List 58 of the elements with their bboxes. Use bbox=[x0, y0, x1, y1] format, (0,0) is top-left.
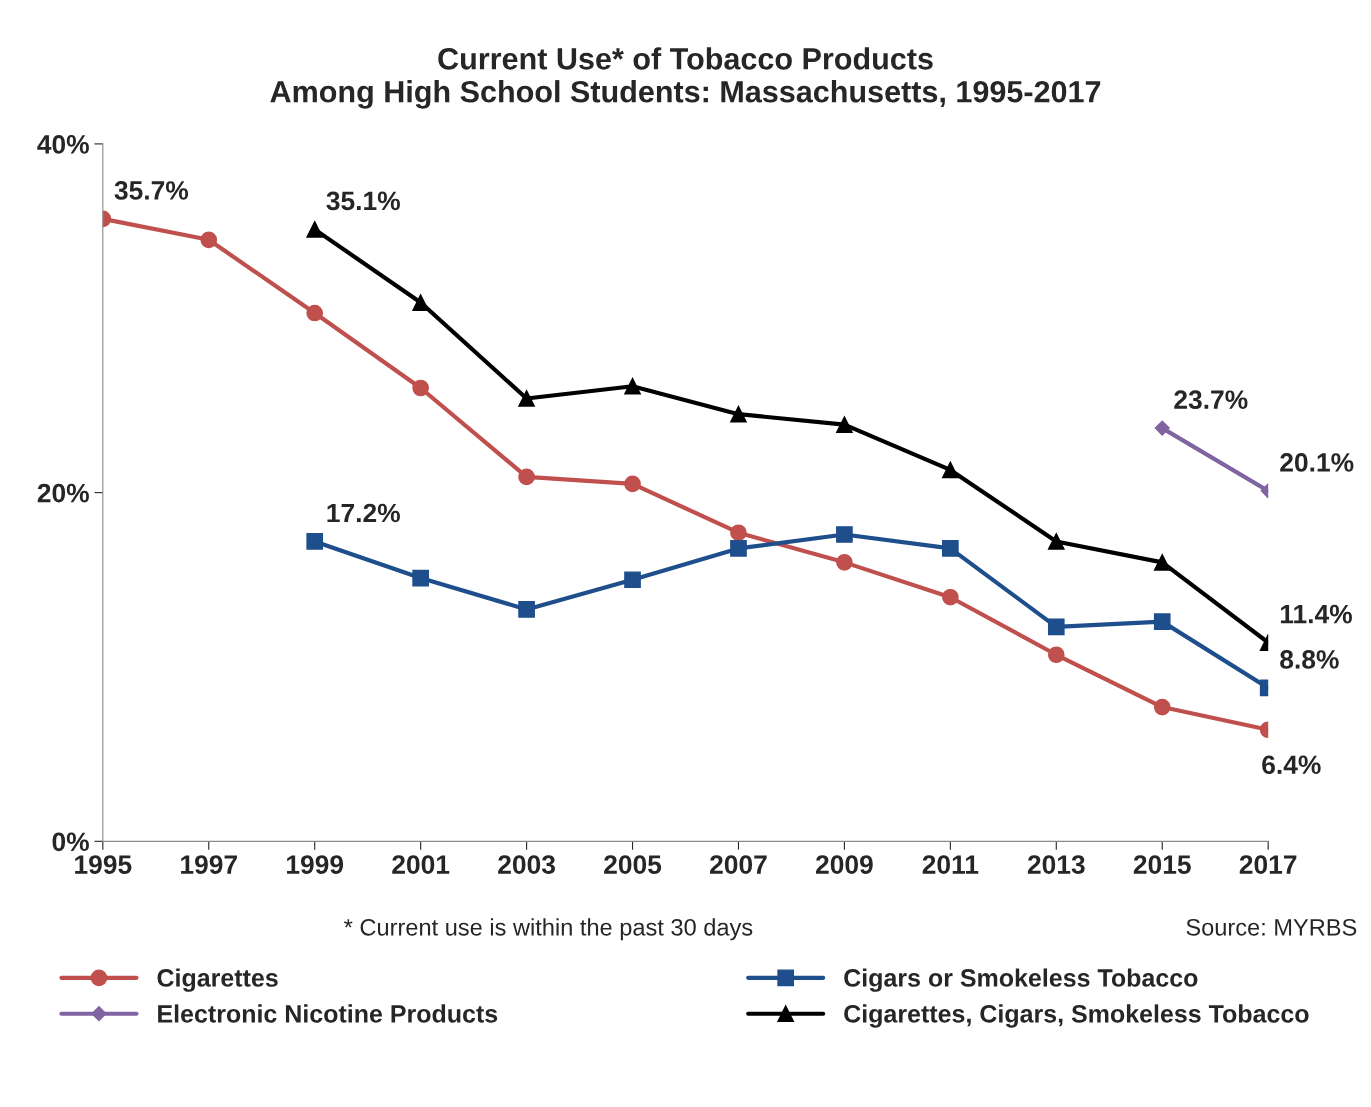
point bbox=[1047, 646, 1065, 664]
point bbox=[624, 571, 641, 589]
point bbox=[1153, 613, 1171, 630]
point bbox=[942, 540, 959, 557]
x-tick-label: 1997 bbox=[181, 855, 237, 874]
y-tick-label: 0% bbox=[52, 832, 89, 852]
data-label: 23.7% bbox=[1174, 390, 1248, 410]
data-label: 8.8% bbox=[1280, 650, 1339, 669]
y-tick-label: 20% bbox=[37, 483, 89, 503]
x-tick-label: 2015 bbox=[1133, 855, 1191, 874]
x-tick-label: 2009 bbox=[815, 855, 873, 874]
source-note: Source: MYRBS bbox=[1186, 918, 1357, 936]
point bbox=[942, 461, 959, 479]
x-tick-label: 2001 bbox=[392, 855, 450, 874]
point bbox=[836, 526, 853, 543]
x-tick-label: 1999 bbox=[287, 855, 344, 874]
point bbox=[730, 405, 747, 423]
point bbox=[730, 540, 747, 557]
point bbox=[1153, 554, 1171, 571]
point bbox=[518, 601, 535, 618]
y-tick-label: 40% bbox=[37, 135, 89, 154]
point bbox=[412, 294, 429, 311]
x-tick-label: 2011 bbox=[922, 855, 979, 874]
legend-label: Cigars or Smokeless Tobacco bbox=[844, 968, 1198, 992]
data-label: 11.4% bbox=[1280, 604, 1352, 624]
point bbox=[306, 221, 324, 238]
point bbox=[412, 569, 429, 587]
x-tick-label: 1995 bbox=[75, 855, 132, 874]
point bbox=[306, 304, 324, 322]
data-label: 35.1% bbox=[326, 191, 400, 211]
x-tick-label: 2007 bbox=[710, 855, 767, 874]
legend-label: Electronic Nicotine Products bbox=[158, 1004, 498, 1023]
point bbox=[942, 588, 959, 606]
text: * Current use is within the past 30 days bbox=[344, 918, 753, 941]
point bbox=[306, 533, 324, 550]
x-tick-label: 2013 bbox=[1027, 855, 1085, 874]
data-label: 20.1% bbox=[1280, 453, 1354, 472]
point bbox=[518, 390, 535, 407]
legend-label: Cigarettes, Cigars, Smokeless Tobacco bbox=[844, 1004, 1309, 1028]
point bbox=[200, 231, 218, 249]
point bbox=[730, 524, 747, 542]
point bbox=[1047, 618, 1065, 636]
data-label: 6.4% bbox=[1262, 755, 1321, 775]
data-label: 35.7% bbox=[114, 181, 189, 200]
legend-label: Cigarettes bbox=[157, 968, 278, 992]
point bbox=[624, 475, 641, 493]
point bbox=[412, 379, 429, 397]
x-tick-label: 2003 bbox=[498, 855, 555, 874]
point bbox=[518, 468, 535, 486]
x-tick-label: 2005 bbox=[604, 855, 662, 874]
point bbox=[836, 416, 853, 433]
point bbox=[1047, 533, 1065, 550]
point bbox=[836, 554, 853, 571]
data-label: 17.2% bbox=[327, 503, 400, 523]
chart-title: Current Use* of Tobacco Products Among High School Students: Massachusetts, 1995-2017 bbox=[270, 47, 1101, 109]
x-tick-label: 2017 bbox=[1239, 855, 1297, 874]
point bbox=[1153, 698, 1171, 716]
point bbox=[624, 377, 641, 395]
